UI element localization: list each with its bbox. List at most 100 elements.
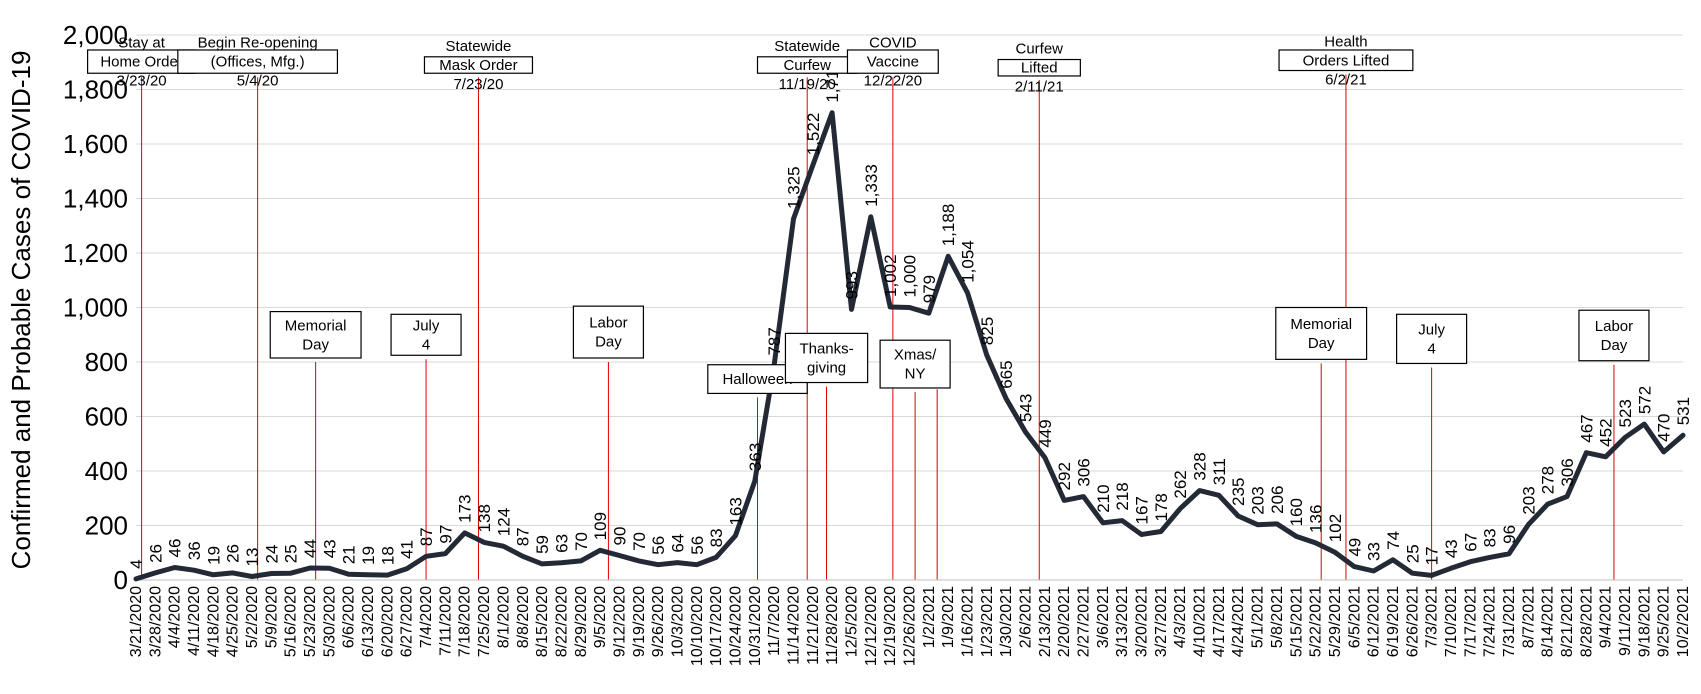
annotation-box: Curfew Lifted 2/11/21 bbox=[997, 41, 1081, 96]
x-tick-label: 7/31/2021 bbox=[1501, 586, 1518, 657]
x-tick-label: 2/27/2021 bbox=[1076, 586, 1093, 657]
data-label: 74 bbox=[1384, 531, 1403, 550]
data-label: 160 bbox=[1287, 498, 1306, 526]
data-label: 262 bbox=[1171, 470, 1190, 498]
x-tick-label: 6/27/2020 bbox=[399, 586, 416, 657]
data-label: 1,054 bbox=[959, 240, 978, 283]
data-label: 64 bbox=[668, 534, 687, 553]
annotation-box: July 4 bbox=[390, 313, 462, 356]
data-label: 56 bbox=[649, 536, 668, 555]
annotation-text: Day bbox=[302, 336, 329, 353]
x-tick-label: 1/23/2021 bbox=[979, 586, 996, 657]
x-tick-label: 5/23/2020 bbox=[302, 586, 319, 657]
x-tick-label: 6/26/2021 bbox=[1404, 586, 1421, 657]
y-tick-label: 1,800 bbox=[63, 75, 128, 105]
data-label: 26 bbox=[224, 544, 243, 563]
data-label: 43 bbox=[1442, 539, 1461, 558]
data-label: 306 bbox=[1075, 458, 1094, 486]
annotation-box-frame bbox=[1396, 313, 1468, 365]
x-tick-label: 5/8/2021 bbox=[1269, 586, 1286, 648]
data-label: 136 bbox=[1307, 505, 1326, 533]
x-tick-label: 5/30/2020 bbox=[321, 586, 338, 657]
data-label: 43 bbox=[320, 539, 339, 558]
annotation-box: July 4 bbox=[1396, 313, 1468, 365]
annotation-text: Day bbox=[1308, 335, 1335, 352]
data-label: 306 bbox=[1558, 458, 1577, 486]
x-tick-label: 7/11/2020 bbox=[437, 586, 454, 656]
data-label: 210 bbox=[1094, 484, 1113, 512]
x-tick-label: 9/4/2021 bbox=[1598, 586, 1615, 648]
annotation-box-frame bbox=[177, 49, 339, 74]
y-tick-label: 400 bbox=[85, 456, 128, 486]
x-tick-label: 4/17/2021 bbox=[1211, 586, 1228, 657]
x-tick-label: 4/4/2020 bbox=[167, 586, 184, 648]
annotation-text: Halloween bbox=[722, 371, 792, 388]
data-label: 19 bbox=[204, 546, 223, 565]
annotation-text: giving bbox=[807, 359, 846, 376]
x-tick-label: 4/10/2021 bbox=[1192, 586, 1209, 657]
data-label: 1,188 bbox=[939, 204, 958, 247]
x-tick-label: 7/3/2021 bbox=[1424, 586, 1441, 648]
x-tick-label: 8/15/2020 bbox=[534, 586, 551, 657]
annotation-box-frame bbox=[879, 339, 951, 389]
data-label: 452 bbox=[1597, 418, 1616, 446]
data-label: 102 bbox=[1326, 514, 1345, 542]
x-tick-label: 4/3/2021 bbox=[1172, 586, 1189, 648]
data-label: 109 bbox=[591, 512, 610, 540]
data-label: 470 bbox=[1655, 414, 1674, 442]
data-label: 83 bbox=[1481, 528, 1500, 547]
x-tick-label: 3/27/2021 bbox=[1153, 586, 1170, 657]
data-label: 96 bbox=[1500, 525, 1519, 544]
x-tick-label: 3/6/2021 bbox=[1095, 586, 1112, 648]
x-tick-label: 6/20/2020 bbox=[379, 586, 396, 657]
data-label: 665 bbox=[997, 360, 1016, 388]
data-label: 44 bbox=[301, 539, 320, 558]
annotation-box-frame bbox=[269, 310, 362, 359]
data-label: 467 bbox=[1577, 414, 1596, 442]
annotation-box: Begin Re-opening (Offices, Mfg.) 5/4/20 bbox=[177, 35, 339, 90]
x-tick-label: 5/16/2020 bbox=[283, 586, 300, 657]
y-tick-label: 600 bbox=[85, 402, 128, 432]
annotation-text: 12/22/20 bbox=[864, 73, 922, 90]
data-label: 292 bbox=[1055, 462, 1074, 490]
x-tick-label: 1/16/2021 bbox=[960, 586, 977, 657]
x-tick-label: 9/25/2021 bbox=[1656, 586, 1673, 657]
x-tick-label: 8/22/2020 bbox=[553, 586, 570, 657]
annotation-box-frame bbox=[572, 305, 645, 359]
x-tick-label: 2/6/2021 bbox=[1018, 586, 1035, 648]
annotation-box-frame bbox=[1578, 309, 1650, 362]
data-label: 19 bbox=[359, 546, 378, 565]
x-tick-label: 8/29/2020 bbox=[573, 586, 590, 657]
annotation-text: 7/23/20 bbox=[453, 76, 503, 93]
annotation-text: Orders Lifted bbox=[1303, 52, 1390, 69]
x-tick-label: 12/26/2020 bbox=[902, 586, 919, 666]
data-label: 36 bbox=[185, 541, 204, 560]
annotation-text: July bbox=[413, 317, 440, 334]
data-label: 1,333 bbox=[862, 164, 881, 207]
annotation-text: Labor bbox=[1595, 318, 1633, 335]
data-label: 90 bbox=[610, 527, 629, 546]
data-label: 167 bbox=[1133, 496, 1152, 524]
annotation-text: Statewide bbox=[446, 38, 512, 55]
x-tick-label: 9/12/2020 bbox=[611, 586, 628, 657]
data-label: 18 bbox=[378, 546, 397, 565]
data-label: 206 bbox=[1268, 485, 1287, 513]
annotation-box: Statewide Mask Order 7/23/20 bbox=[423, 38, 534, 93]
annotation-box-frame bbox=[784, 332, 869, 384]
annotation-box-frame bbox=[390, 313, 462, 356]
x-tick-label: 7/17/2021 bbox=[1462, 586, 1479, 657]
annotation-text: 2/11/21 bbox=[1015, 79, 1064, 96]
annotation-text: Stay at bbox=[118, 35, 166, 52]
x-tick-label: 4/11/2020 bbox=[186, 586, 203, 656]
x-tick-label: 12/19/2020 bbox=[882, 586, 899, 666]
x-tick-label: 4/25/2020 bbox=[225, 586, 242, 657]
annotation-box: Stay at Home Order 3/23/20 bbox=[87, 35, 197, 90]
annotation-box-frame bbox=[846, 49, 939, 74]
annotation-text: COVID bbox=[869, 35, 917, 52]
annotation-text: Health bbox=[1324, 33, 1367, 50]
x-tick-label: 3/20/2021 bbox=[1134, 586, 1151, 657]
x-tick-label: 5/22/2021 bbox=[1308, 586, 1325, 657]
data-label: 1,002 bbox=[881, 254, 900, 297]
annotation-box: Statewide Curfew 11/19/20 bbox=[756, 38, 858, 93]
data-label: 87 bbox=[417, 527, 436, 546]
